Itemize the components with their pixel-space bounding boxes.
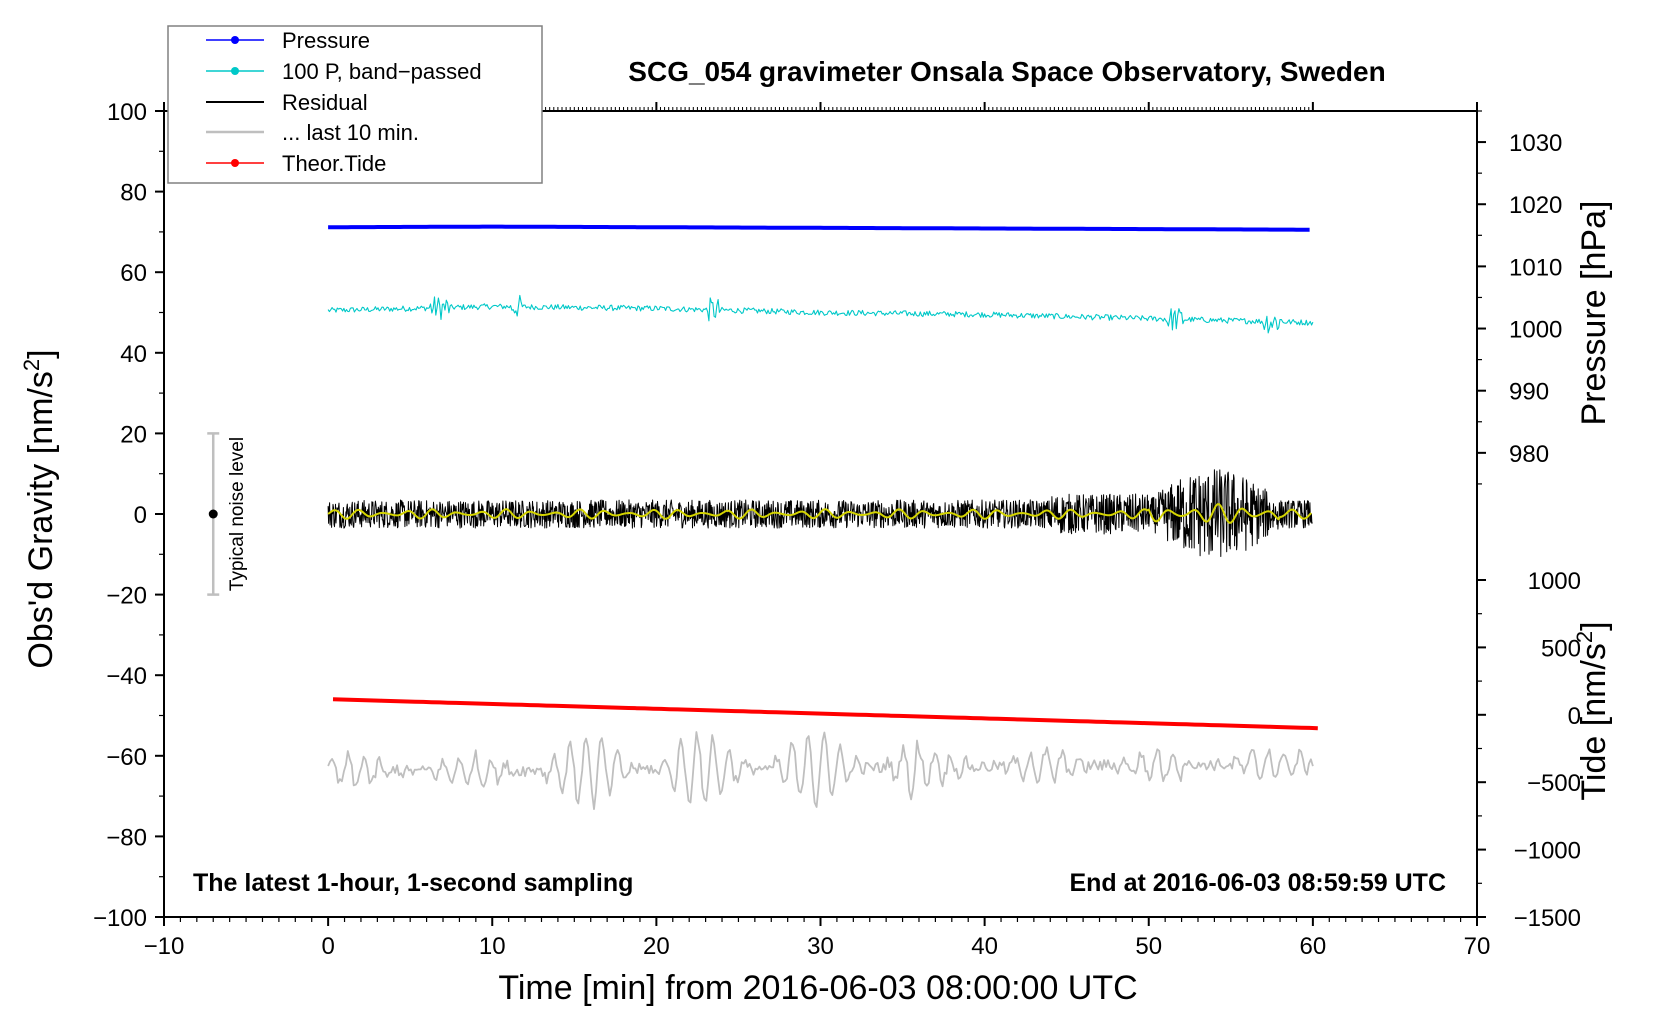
noise-level-label: Typical noise level [227, 437, 248, 591]
x-tick-label: 70 [1464, 933, 1491, 960]
legend-box [167, 25, 543, 184]
pressure-tick-label: 1020 [1509, 192, 1562, 219]
legend-label-pressure: Pressure [282, 28, 370, 53]
tide-tick-label: 500 [1541, 635, 1581, 662]
series-pressure [328, 224, 1310, 232]
y-tick-label: 0 [134, 502, 147, 529]
legend-marker-pressure [231, 36, 239, 44]
legend-label-band-passed: 100 P, band−passed [282, 59, 482, 84]
pressure-tick-label: 980 [1509, 441, 1549, 468]
y-tick-label: −60 [106, 744, 147, 771]
legend-item-residual: Residual [206, 90, 368, 115]
series-last-10-min [327, 731, 1314, 810]
x-tick-label: 40 [971, 933, 998, 960]
y-tick-label: 100 [107, 99, 147, 126]
legend-item-band-passed: 100 P, band−passed [206, 59, 482, 84]
tide-tick-label: −1500 [1514, 905, 1581, 932]
tide-tick-label: 1000 [1528, 568, 1581, 595]
x-tick-label: 50 [1135, 933, 1162, 960]
legend-item-pressure: Pressure [206, 28, 370, 53]
x-tick-label: 10 [479, 933, 506, 960]
legend-label-residual: Residual [282, 90, 368, 115]
y-axis-label-pressure: Pressure [hPa] [1575, 201, 1613, 426]
series-residual [327, 469, 1313, 557]
series-layer [327, 224, 1318, 810]
x-axis-label: Time [min] from 2016-06-03 08:00:00 UTC [498, 969, 1137, 1007]
y-axis-label-tide: Tide [nm/s2] [1572, 621, 1613, 800]
y-tick-label: −40 [106, 663, 147, 690]
legend-item-last-10-min: ... last 10 min. [206, 120, 419, 145]
legend: Pressure 100 P, band−passed Residual ...… [167, 25, 543, 184]
y-tick-label: 40 [120, 341, 147, 368]
y-tick-label: 60 [120, 260, 147, 287]
pressure-tick-label: 1000 [1509, 317, 1562, 344]
y-tick-label: 20 [120, 421, 147, 448]
tide-tick-label: −1000 [1514, 838, 1581, 865]
x-tick-label: −10 [144, 933, 185, 960]
y-tick-label: 80 [120, 180, 147, 207]
y-axis-label-left: Obs'd Gravity [nm/s2] [19, 349, 60, 668]
legend-label-theor-tide: Theor.Tide [282, 151, 386, 176]
y-tick-label: −80 [106, 824, 147, 851]
chart-title: SCG_054 gravimeter Onsala Space Observat… [628, 56, 1385, 87]
legend-label-last-10-min: ... last 10 min. [282, 120, 419, 145]
pressure-tick-label: 990 [1509, 379, 1549, 406]
legend-item-theor-tide: Theor.Tide [206, 151, 386, 176]
noise-level-dot [208, 509, 218, 519]
legend-marker-band-passed [231, 67, 239, 75]
note-end-time: End at 2016-06-03 08:59:59 UTC [1069, 869, 1446, 897]
y-tick-label: −20 [106, 583, 147, 610]
pressure-tick-label: 1010 [1509, 254, 1562, 281]
x-tick-label: 30 [807, 933, 834, 960]
noise-indicator: Typical noise level [207, 432, 248, 596]
y-tick-label: −100 [93, 905, 147, 932]
x-tick-label: 0 [321, 933, 334, 960]
pressure-tick-label: 1030 [1509, 130, 1562, 157]
legend-marker-theor-tide [231, 159, 239, 167]
x-tick-label: 20 [643, 933, 670, 960]
note-sampling: The latest 1-hour, 1-second sampling [193, 869, 633, 897]
tide-tick-label: 0 [1568, 703, 1581, 730]
series-residual-smoothed [327, 503, 1312, 524]
series-band-passed [327, 294, 1314, 334]
x-tick-label: 60 [1300, 933, 1327, 960]
series-theor-tide [332, 697, 1318, 731]
tide-tick-label: −500 [1527, 770, 1581, 797]
tick-labels: −10 0 10 20 30 40 50 60 70100806040200−20−40−60−… [93, 99, 1581, 960]
